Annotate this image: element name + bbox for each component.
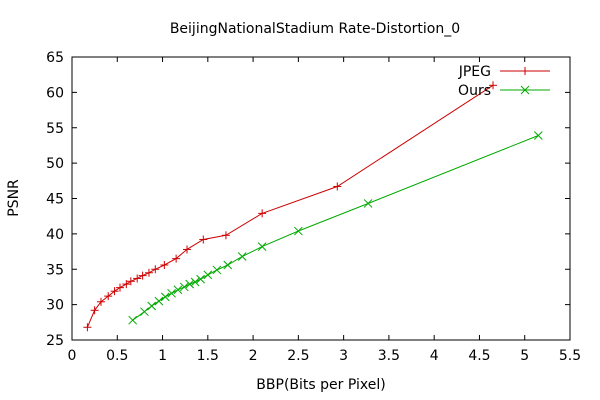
data-point-ours <box>257 242 267 251</box>
y-tick-label: 65 <box>46 50 64 66</box>
y-axis-label: PSNR <box>6 179 22 217</box>
y-tick-label: 25 <box>46 333 64 349</box>
legend-marker <box>521 67 529 75</box>
plot-frame <box>71 56 571 341</box>
data-point-ours <box>147 301 157 311</box>
legend-marker <box>520 85 530 95</box>
data-point-ours <box>167 288 176 298</box>
y-tick-label: 35 <box>46 262 64 278</box>
series-ours <box>128 131 543 325</box>
legend-label: JPEG <box>458 64 491 80</box>
data-point-jpeg <box>104 292 113 301</box>
y-tick-label: 30 <box>46 298 64 314</box>
data-point-jpeg <box>172 254 181 263</box>
data-point-jpeg <box>182 245 191 254</box>
series-line-jpeg <box>86 84 494 328</box>
data-point-jpeg <box>96 297 105 306</box>
data-point-jpeg <box>126 277 135 286</box>
data-point-ours <box>154 296 164 306</box>
data-point-jpeg <box>138 271 147 280</box>
y-tick-label: 40 <box>46 227 64 243</box>
data-point-jpeg <box>133 274 142 283</box>
x-tick-label: 1 <box>158 348 167 364</box>
x-tick-label: 2.5 <box>287 348 309 364</box>
x-tick-label: 5.5 <box>559 348 581 364</box>
data-point-ours <box>173 285 183 295</box>
y-tick-label: 55 <box>46 121 64 137</box>
data-point-jpeg <box>144 268 153 277</box>
data-point-ours <box>363 199 373 208</box>
data-point-ours <box>160 292 170 302</box>
y-tick-label: 50 <box>46 156 64 172</box>
data-point-ours <box>203 270 213 280</box>
data-point-ours <box>237 252 247 261</box>
legend-item-ours: Ours <box>458 83 550 99</box>
x-tick-label: 4.5 <box>468 348 490 364</box>
data-point-jpeg <box>489 81 498 90</box>
data-point-ours <box>294 226 303 236</box>
data-point-jpeg <box>122 280 131 289</box>
series-jpeg <box>83 81 498 332</box>
data-point-jpeg <box>115 283 124 292</box>
data-point-ours <box>185 279 195 289</box>
data-point-ours <box>212 265 222 275</box>
x-tick-label: 3 <box>339 348 348 364</box>
data-point-ours <box>140 307 149 317</box>
data-point-ours <box>128 315 138 325</box>
data-point-ours <box>196 274 205 284</box>
data-point-ours <box>179 282 189 292</box>
data-point-jpeg <box>83 323 92 332</box>
data-point-ours <box>533 131 543 140</box>
data-point-jpeg <box>199 235 208 244</box>
x-tick-label: 3.5 <box>378 348 400 364</box>
series-layer <box>83 81 543 332</box>
series-line-ours <box>132 135 539 321</box>
plot-border <box>71 56 571 341</box>
legend-item-jpeg: JPEG <box>458 64 550 80</box>
x-tick-label: 5 <box>520 348 529 364</box>
data-point-jpeg <box>110 287 119 296</box>
chart-title: BeijingNationalStadium Rate-Distortion_0 <box>170 21 460 37</box>
data-point-ours <box>190 277 200 287</box>
data-point-jpeg <box>221 231 230 240</box>
y-tick-label: 45 <box>46 192 64 208</box>
data-point-jpeg <box>90 306 99 315</box>
data-point-jpeg <box>151 265 160 274</box>
data-point-jpeg <box>333 182 342 191</box>
x-tick-label: 4 <box>430 348 439 364</box>
data-point-jpeg <box>258 209 267 218</box>
x-axis-ticks: 0 0.5 1 1.5 2 2.5 3 3.5 4 4.5 5 5.5 <box>68 57 581 364</box>
x-tick-label: 0 <box>68 348 77 364</box>
x-axis-label: BBP(Bits per Pixel) <box>256 377 385 393</box>
data-point-jpeg <box>160 261 169 270</box>
legend-label: Ours <box>458 83 491 99</box>
x-tick-label: 0.5 <box>106 348 128 364</box>
x-tick-label: 2 <box>249 348 258 364</box>
y-axis-ticks: 25 30 35 40 45 50 55 60 65 <box>46 50 570 349</box>
y-tick-label: 60 <box>46 85 64 101</box>
data-point-ours <box>223 260 233 270</box>
x-tick-label: 1.5 <box>197 348 219 364</box>
legend: JPEG Ours <box>458 64 550 99</box>
